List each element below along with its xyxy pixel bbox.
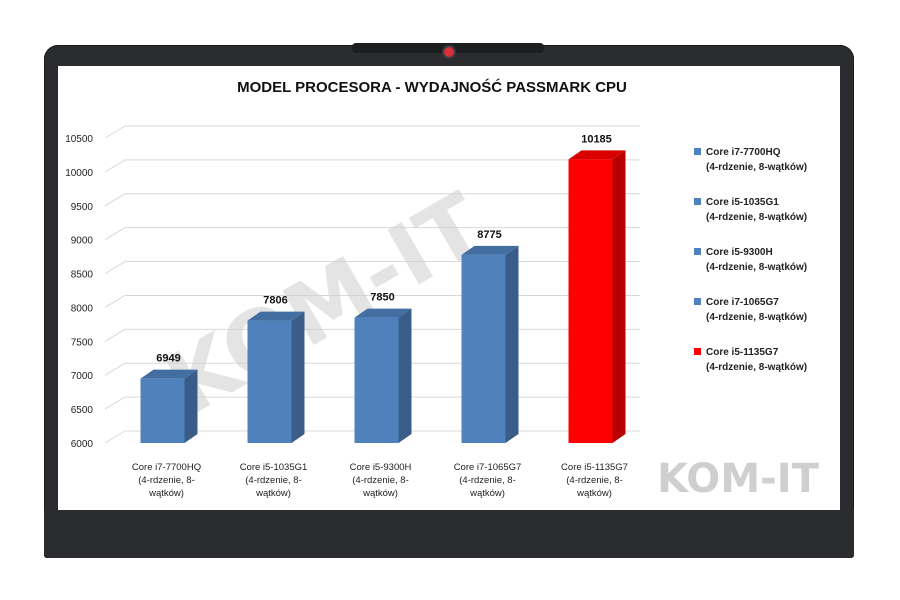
bar-top xyxy=(568,150,626,160)
legend-label: Core i5-9300H (4-rdzenie, 8-wątków) xyxy=(706,247,807,273)
legend-item: Core i7-1065G7 (4-rdzenie, 8-wątków) xyxy=(694,297,807,323)
grid-line-diag xyxy=(104,328,126,342)
data-label: 10185 xyxy=(581,133,612,145)
legend-swatch xyxy=(694,148,701,155)
y-axis-ticks: 6000 6500 7000 7500 8000 8500 9000 9500 10000 105… xyxy=(65,134,93,450)
bar-front xyxy=(568,159,613,443)
bar-4 xyxy=(461,245,519,443)
bar-top xyxy=(140,369,198,379)
data-labels: 6949 7806 7850 8775 10185 xyxy=(156,133,612,364)
legend-label: Core i7-1065G7 (4-rdzenie, 8-wątków) xyxy=(706,297,807,323)
watermark-text: KOM-IT xyxy=(150,174,502,435)
legend-label: Core i5-1035G1 (4-rdzenie, 8-wątków) xyxy=(706,197,807,223)
grid-line-diag xyxy=(104,362,126,376)
x-tick-label: Core i5-1035G1 (4-rdzenie, 8-wątków) xyxy=(240,462,308,499)
bar-5 xyxy=(568,150,626,443)
legend-item: Core i5-1135G7 (4-rdzenie, 8-wątków) xyxy=(694,347,807,373)
grid-line-diag xyxy=(104,430,126,444)
x-tick-label: Core i7-1065G7 (4-rdzenie, 8-wątków) xyxy=(454,462,522,499)
bar-side xyxy=(291,311,305,443)
x-tick-label: Core i5-1135G7 (4-rdzenie, 8-wątków) xyxy=(561,462,628,499)
y-tick-label: 7500 xyxy=(71,337,94,348)
bar-side xyxy=(184,369,198,443)
grid-line-diag xyxy=(104,193,126,207)
y-tick-label: 7000 xyxy=(71,371,94,382)
y-tick-label: 9000 xyxy=(71,236,94,247)
grid-line-diag xyxy=(104,125,126,139)
legend-swatch xyxy=(694,348,701,355)
grid-line-diag xyxy=(104,227,126,241)
y-tick-label: 10000 xyxy=(65,168,93,179)
legend: Core i7-7700HQ (4-rdzenie, 8-wątków) Core … xyxy=(694,147,807,373)
legend-item: Core i7-7700HQ (4-rdzenie, 8-wątków) xyxy=(694,147,807,173)
legend-label: Core i5-1135G7 (4-rdzenie, 8-wątków) xyxy=(706,347,807,373)
x-tick-label: Core i5-9300H (4-rdzenie, 8-wątków) xyxy=(350,462,412,499)
y-tick-label: 8000 xyxy=(71,303,94,314)
data-label: 6949 xyxy=(156,353,180,365)
y-tick-label: 8500 xyxy=(71,270,94,281)
legend-label: Core i7-7700HQ (4-rdzenie, 8-wątków) xyxy=(706,147,807,173)
laptop-chin xyxy=(44,510,854,558)
legend-swatch xyxy=(694,198,701,205)
y-tick-label: 9500 xyxy=(71,202,94,213)
data-label: 7850 xyxy=(370,292,394,304)
watermark: KOM-IT xyxy=(150,174,502,435)
x-tick-label: Core i7-7700HQ (4-rdzenie, 8-wątków) xyxy=(132,462,201,499)
legend-swatch xyxy=(694,248,701,255)
grid-line-diag xyxy=(104,159,126,173)
grid-line-diag xyxy=(104,295,126,308)
bar-top xyxy=(247,311,305,321)
bar-front xyxy=(140,378,185,443)
grid-line-diag xyxy=(104,396,126,410)
bar-2 xyxy=(247,311,305,443)
bar-side xyxy=(612,150,626,443)
y-tick-label: 6000 xyxy=(71,439,94,450)
bar-top xyxy=(461,245,519,255)
corner-logo: KOM-IT xyxy=(657,456,819,502)
bar-3 xyxy=(354,308,412,443)
chart-title: MODEL PROCESORA - WYDAJNOŚĆ PASSMARK CPU xyxy=(237,78,627,96)
bar-front xyxy=(461,254,506,443)
bar-side xyxy=(505,245,519,443)
bars xyxy=(140,150,626,443)
data-label: 8775 xyxy=(477,229,501,241)
grid-line-diag xyxy=(104,261,126,274)
bar-front xyxy=(354,317,399,443)
x-axis-ticks: Core i7-7700HQ (4-rdzenie, 8-wątków) Core … xyxy=(132,462,628,499)
bar-top xyxy=(354,308,412,318)
y-tick-label: 10500 xyxy=(65,134,93,145)
bar-side xyxy=(398,308,412,443)
y-tick-label: 6500 xyxy=(71,405,94,416)
legend-item: Core i5-1035G1 (4-rdzenie, 8-wątków) xyxy=(694,197,807,223)
legend-item: Core i5-9300H (4-rdzenie, 8-wątków) xyxy=(694,247,807,273)
bar-1 xyxy=(140,369,198,443)
data-label: 7806 xyxy=(263,295,287,307)
webcam-icon xyxy=(444,47,454,57)
bar-front xyxy=(247,320,292,443)
legend-swatch xyxy=(694,298,701,305)
